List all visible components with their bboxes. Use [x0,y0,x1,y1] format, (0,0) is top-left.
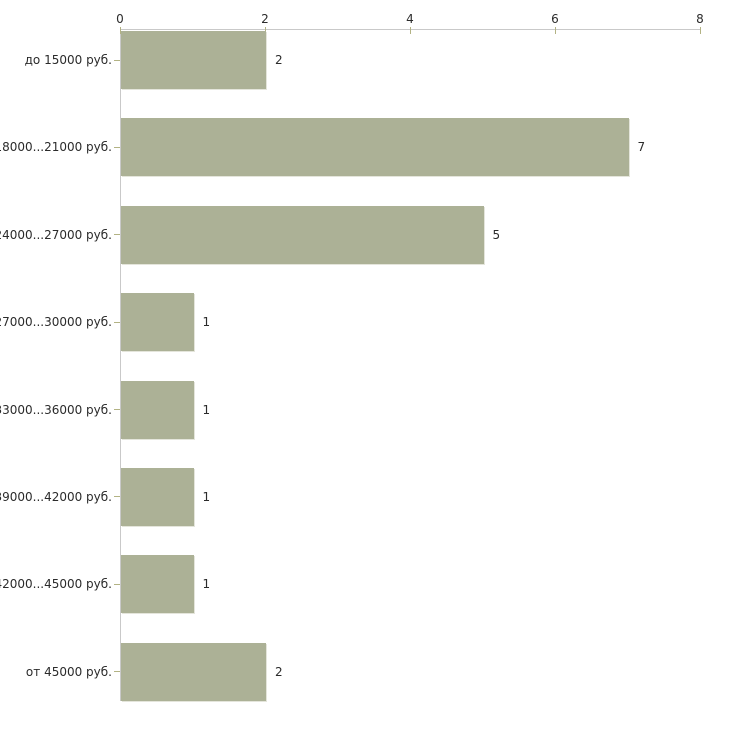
x-tick-label: 2 [261,12,269,26]
bar [121,31,266,89]
bar-row: от 45000 руб. 2 [0,641,730,728]
bar [121,380,194,439]
y-tick-mark [114,234,120,236]
y-axis-line [120,29,121,701]
y-tick-mark [114,583,120,585]
y-tick-mark [114,321,120,323]
x-tick-mark [555,27,556,34]
bar [121,555,194,614]
bar-row: 33000...36000 руб. 1 [0,379,730,466]
bar-row: до 15000 руб. 2 [0,29,730,116]
category-label: 33000...36000 руб. [0,402,112,417]
category-label: до 15000 руб. [24,53,112,67]
category-label: от 45000 руб. [25,664,112,679]
y-tick-mark [114,671,120,673]
bar [121,118,629,177]
x-tick-mark [410,27,411,34]
value-label: 2 [275,664,283,679]
bar [121,205,484,264]
bar-row: 27000...30000 руб. 1 [0,291,730,378]
value-label: 1 [202,489,211,504]
category-label: 39000...42000 руб. [0,489,112,504]
category-label: 42000...45000 руб. [0,577,112,592]
value-label: 1 [202,315,211,330]
y-tick-mark [114,59,120,61]
x-tick-label: 8 [696,12,704,26]
value-label: 1 [202,577,211,592]
bar-row: 24000...27000 руб. 5 [0,204,730,291]
value-label: 7 [637,140,646,155]
category-label: 24000...27000 руб. [0,227,112,242]
bar [121,467,194,526]
x-tick-mark [120,27,121,34]
value-label: 2 [275,53,283,67]
bar-row: 18000...21000 руб. 7 [0,116,730,203]
y-tick-mark [114,409,120,411]
x-tick-label: 6 [551,12,559,26]
x-tick-label: 4 [406,12,414,26]
bar [121,293,194,352]
category-label: 18000...21000 руб. [0,140,112,155]
value-label: 1 [202,402,211,417]
x-tick-mark [265,27,266,34]
value-label: 5 [492,227,501,242]
bar-row: 39000...42000 руб. 1 [0,466,730,553]
bar-row: 42000...45000 руб. 1 [0,553,730,640]
y-tick-mark [114,146,120,148]
category-label: 27000...30000 руб. [0,315,112,330]
y-tick-mark [114,496,120,498]
bar-rows: до 15000 руб. 2 18000...21000 руб. 7 24000..… [0,29,730,728]
bar [121,642,266,701]
x-tick-mark [700,27,701,34]
x-tick-label: 0 [116,12,124,26]
